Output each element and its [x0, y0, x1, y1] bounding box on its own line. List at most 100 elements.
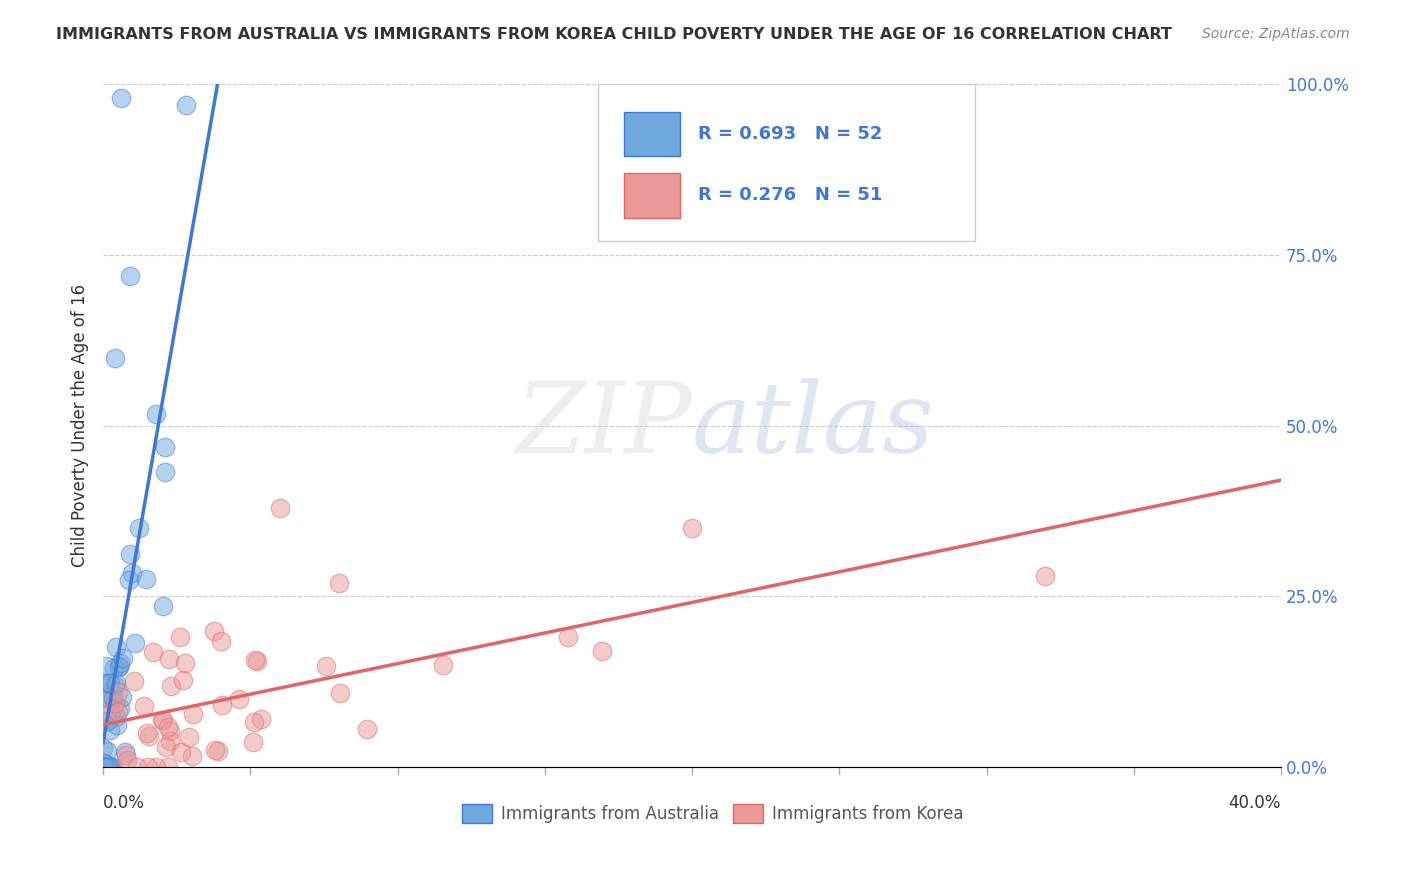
Point [315, 659, 337, 673]
Point [138, 729, 160, 743]
FancyBboxPatch shape [734, 804, 762, 823]
Point [98, 676, 121, 690]
Point [159, 724, 181, 739]
Point [159, 734, 181, 748]
Point [96, 691, 118, 706]
Point [105, 718, 128, 732]
Point [681, 521, 703, 535]
Point [93, 740, 115, 755]
Point [98, 723, 121, 737]
Point [112, 651, 135, 665]
Point [202, 624, 225, 639]
Point [179, 730, 201, 744]
Point [94, 760, 117, 774]
Point [211, 698, 233, 712]
Point [94, 760, 117, 774]
Point [243, 714, 266, 729]
Point [110, 91, 132, 105]
Point [93, 760, 115, 774]
Point [174, 656, 197, 670]
Point [98, 760, 121, 774]
Point [145, 760, 167, 774]
Text: ZIP: ZIP [516, 378, 692, 474]
Point [118, 268, 141, 283]
Y-axis label: Child Poverty Under the Age of 16: Child Poverty Under the Age of 16 [72, 285, 89, 567]
Point [115, 753, 138, 767]
Point [250, 712, 273, 726]
Point [122, 674, 145, 689]
Point [172, 673, 194, 688]
Point [105, 676, 128, 690]
Point [155, 739, 177, 754]
Point [93, 760, 115, 774]
FancyBboxPatch shape [624, 112, 681, 156]
Point [170, 745, 193, 759]
Point [145, 407, 167, 421]
Point [209, 634, 232, 648]
Point [1035, 569, 1057, 583]
Point [135, 572, 157, 586]
FancyBboxPatch shape [598, 85, 974, 242]
Text: R = 0.693   N = 52: R = 0.693 N = 52 [697, 125, 883, 143]
Point [94, 760, 117, 774]
Point [591, 644, 613, 658]
Point [150, 713, 173, 727]
Point [104, 351, 127, 365]
Point [152, 599, 174, 614]
Point [153, 440, 176, 454]
Point [243, 653, 266, 667]
Text: 0.0%: 0.0% [103, 795, 145, 813]
Point [108, 658, 131, 673]
Point [104, 679, 127, 693]
Text: IMMIGRANTS FROM AUSTRALIA VS IMMIGRANTS FROM KOREA CHILD POVERTY UNDER THE AGE O: IMMIGRANTS FROM AUSTRALIA VS IMMIGRANTS … [56, 27, 1173, 42]
Point [153, 466, 176, 480]
Point [118, 573, 141, 587]
Point [108, 701, 131, 715]
Point [174, 98, 197, 112]
Point [125, 760, 148, 774]
Text: Immigrants from Korea: Immigrants from Korea [772, 805, 963, 822]
Point [246, 654, 269, 668]
Point [103, 661, 125, 675]
Point [101, 691, 124, 706]
Point [115, 747, 138, 762]
Point [98, 760, 121, 774]
Text: Immigrants from Australia: Immigrants from Australia [501, 805, 720, 822]
Point [181, 749, 204, 764]
Point [96, 686, 118, 700]
Point [152, 713, 174, 727]
Point [204, 743, 226, 757]
Text: atlas: atlas [692, 378, 935, 474]
Point [114, 746, 136, 760]
Point [103, 696, 125, 710]
FancyBboxPatch shape [624, 173, 681, 218]
Point [169, 630, 191, 644]
Point [104, 640, 127, 655]
Point [93, 756, 115, 770]
Point [242, 735, 264, 749]
Point [108, 659, 131, 673]
Point [111, 690, 134, 704]
Point [120, 548, 142, 562]
Point [107, 705, 129, 719]
Point [181, 707, 204, 722]
Point [121, 566, 143, 581]
Point [157, 720, 180, 734]
Point [207, 744, 229, 758]
Point [97, 760, 120, 774]
Point [356, 722, 378, 736]
Point [136, 726, 159, 740]
Point [329, 686, 352, 700]
Point [142, 645, 165, 659]
Point [94, 756, 117, 771]
Point [136, 760, 159, 774]
Point [132, 698, 155, 713]
Point [103, 760, 125, 774]
Text: Source: ZipAtlas.com: Source: ZipAtlas.com [1202, 27, 1350, 41]
Point [96, 659, 118, 673]
Point [156, 760, 179, 774]
Point [96, 705, 118, 719]
Text: R = 0.276   N = 51: R = 0.276 N = 51 [697, 186, 883, 204]
Point [100, 706, 122, 720]
Point [107, 685, 129, 699]
